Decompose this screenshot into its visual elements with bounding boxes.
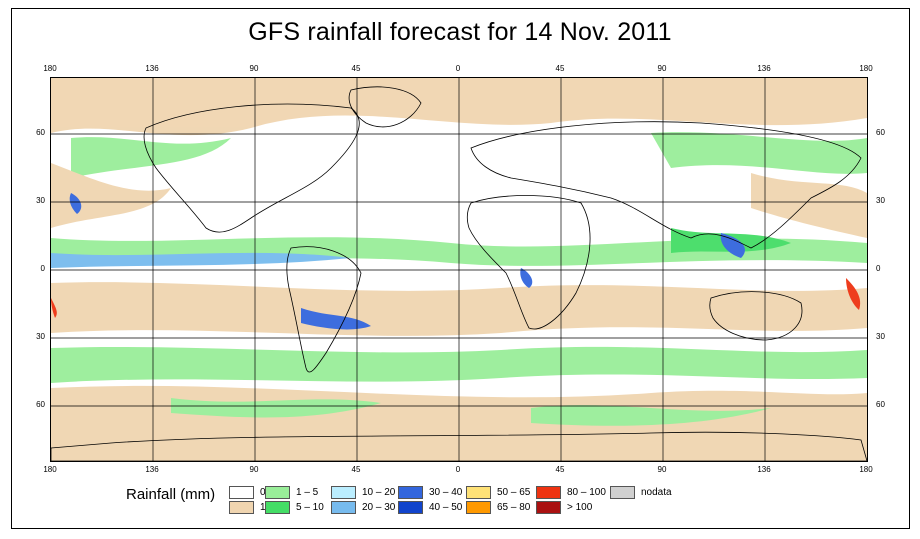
lat-label-left: 30 [36,196,45,205]
lon-label-top: 180 [43,64,57,73]
legend-item: 40 – 50 [398,500,462,514]
map-title: GFS rainfall forecast for 14 Nov. 2011 [248,18,672,46]
legend-title: Rainfall (mm) [126,486,216,503]
lon-label-bottom: 90 [249,465,259,474]
lon-label-top: 45 [555,64,565,73]
legend-label: 30 – 40 [429,486,463,498]
lon-label-top: 136 [145,64,159,73]
lat-label-left: 60 [36,400,45,409]
legend-label: > 100 [567,501,593,513]
legend-swatch [398,500,423,514]
legend-swatch [398,485,423,499]
legend-label: 5 – 10 [296,501,324,513]
lon-label-bottom: 180 [859,465,873,474]
legend-label: nodata [641,486,672,498]
lon-label-top: 90 [657,64,667,73]
legend-item: > 100 [536,500,592,514]
legend-label: 0 [260,486,266,498]
legend-label: 65 – 80 [497,501,531,513]
lon-label-bottom: 136 [757,465,771,474]
lon-label-top: 90 [249,64,259,73]
graticule [51,78,867,461]
legend-swatch [265,500,290,514]
legend-item: 20 – 30 [331,500,395,514]
legend-label: 10 – 20 [362,486,396,498]
lon-label-bottom: 45 [351,465,361,474]
legend-item: 50 – 65 [466,485,530,499]
legend-item: 10 – 20 [331,485,395,499]
lat-label-right: 60 [876,400,885,409]
legend-label: 1 – 5 [296,486,319,498]
continent-outlines [51,86,867,461]
legend-item: 30 – 40 [398,485,462,499]
legend-label: 80 – 100 [567,486,606,498]
lon-label-top: 45 [351,64,361,73]
legend-swatch [610,485,635,499]
legend-swatch [466,500,491,514]
lat-label-right: 60 [876,128,885,137]
legend-item: 65 – 80 [466,500,530,514]
legend-swatch [331,500,356,514]
lat-label-right: 30 [876,196,885,205]
legend-swatch [536,500,561,514]
lon-label-bottom: 0 [455,465,461,474]
lon-label-top: 180 [859,64,873,73]
lon-label-bottom: 45 [555,465,565,474]
lon-label-bottom: 136 [145,465,159,474]
lat-label-left: 0 [40,264,45,273]
lat-label-right: 30 [876,332,885,341]
legend-swatch [466,485,491,499]
legend-swatch [331,485,356,499]
legend-item: nodata [610,485,672,499]
legend-item: 80 – 100 [536,485,606,499]
legend-label: 50 – 65 [497,486,531,498]
lon-label-top: 0 [455,64,461,73]
lon-label-bottom: 90 [657,465,667,474]
legend-label: 40 – 50 [429,501,463,513]
lat-label-left: 60 [36,128,45,137]
legend-swatch [229,485,254,499]
legend-label: 1 [260,501,266,513]
legend-item: 1 [229,500,266,514]
lat-label-right: 0 [876,264,881,273]
legend-item: 1 – 5 [265,485,318,499]
legend-label: 20 – 30 [362,501,396,513]
legend-item: 0 [229,485,266,499]
legend-item: 5 – 10 [265,500,324,514]
legend-swatch [229,500,254,514]
map-canvas [51,78,867,461]
lat-label-left: 30 [36,332,45,341]
lon-label-bottom: 180 [43,465,57,474]
lon-label-top: 136 [757,64,771,73]
legend-swatch [536,485,561,499]
world-map[interactable] [50,77,868,462]
legend-swatch [265,485,290,499]
